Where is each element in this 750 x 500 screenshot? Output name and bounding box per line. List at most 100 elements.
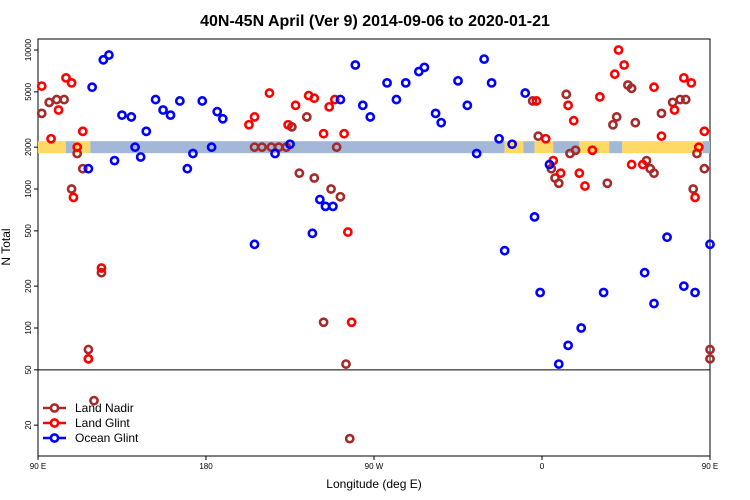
band-segment-land <box>622 141 703 154</box>
point-land-nadir <box>77 163 88 174</box>
point-ocean-glint <box>249 239 260 250</box>
x-axis-label: Longitude (deg E) <box>326 477 421 491</box>
point-land-glint <box>66 77 77 88</box>
x-tick-label: 90 W <box>365 462 384 471</box>
point-ocean-glint <box>520 88 531 98</box>
point-land-nadir <box>36 108 47 119</box>
x-tick-label: 180 <box>199 462 213 471</box>
legend-label: Land Glint <box>75 416 130 430</box>
point-ocean-glint <box>130 142 140 153</box>
point-land-glint <box>619 60 630 70</box>
point-ocean-glint <box>182 163 193 174</box>
point-ocean-glint <box>705 239 715 250</box>
point-land-nadir <box>561 89 572 100</box>
point-land-glint <box>690 192 700 203</box>
point-land-nadir <box>257 142 267 153</box>
point-land-glint <box>77 126 88 137</box>
point-land-glint <box>318 128 329 139</box>
point-land-nadir <box>344 433 355 444</box>
point-land-nadir <box>705 353 715 364</box>
point-land-glint <box>244 119 254 130</box>
point-ocean-glint <box>335 94 346 105</box>
point-ocean-glint <box>98 54 109 65</box>
x-tick-label: 0 <box>540 462 545 471</box>
point-ocean-glint <box>486 77 497 88</box>
legend-item-ocean-glint: Ocean Glint <box>43 431 139 445</box>
point-ocean-glint <box>206 142 217 153</box>
point-ocean-glint <box>270 148 280 159</box>
band-segment-land <box>38 141 66 154</box>
point-ocean-glint <box>117 110 127 121</box>
point-ocean-glint <box>544 159 555 170</box>
point-ocean-glint <box>649 298 659 309</box>
point-land-glint <box>678 72 689 83</box>
x-tick-label: 90 E <box>30 462 46 471</box>
y-tick-label: 2000 <box>24 138 33 156</box>
point-ocean-glint <box>83 163 94 174</box>
point-land-glint <box>283 119 294 130</box>
point-land-nadir <box>553 178 564 189</box>
point-land-nadir <box>608 119 618 130</box>
point-land-nadir <box>680 94 691 105</box>
point-land-glint <box>72 142 83 153</box>
point-land-nadir <box>675 94 686 105</box>
point-land-glint <box>249 112 260 122</box>
point-land-glint <box>83 353 94 364</box>
point-ocean-glint <box>471 148 482 159</box>
point-land-nadir <box>656 108 667 119</box>
y-tick-label: 20 <box>24 420 33 429</box>
series-land-glint <box>36 45 710 364</box>
point-land-glint <box>46 133 56 144</box>
band-segment-ocean <box>523 141 535 154</box>
point-ocean-glint <box>188 148 198 159</box>
point-ocean-glint <box>529 211 540 222</box>
point-ocean-glint <box>217 113 228 124</box>
point-land-nadir <box>294 168 305 179</box>
point-land-nadir <box>326 184 336 194</box>
legend-marker <box>49 418 60 428</box>
point-ocean-glint <box>165 110 176 121</box>
point-ocean-glint <box>576 323 587 333</box>
point-land-nadir <box>611 112 622 122</box>
point-land-nadir <box>527 96 538 106</box>
point-land-nadir <box>705 344 715 355</box>
point-ocean-glint <box>400 77 411 88</box>
point-ocean-glint <box>314 194 325 205</box>
point-land-glint <box>324 101 335 112</box>
point-land-glint <box>686 77 697 88</box>
point-ocean-glint <box>87 82 98 93</box>
legend-label: Ocean Glint <box>75 431 139 445</box>
point-land-glint <box>346 317 357 328</box>
point-ocean-glint <box>598 287 609 298</box>
point-ocean-glint <box>212 106 223 117</box>
point-land-glint <box>609 69 620 80</box>
point-land-glint <box>309 93 320 104</box>
band-segment-land <box>534 141 554 154</box>
point-ocean-glint <box>174 96 185 106</box>
point-ocean-glint <box>126 112 137 122</box>
point-land-nadir <box>44 97 55 108</box>
point-land-nadir <box>688 184 699 194</box>
series-ocean-glint <box>83 50 715 369</box>
point-ocean-glint <box>430 108 441 119</box>
band-segment-ocean <box>66 141 76 154</box>
point-ocean-glint <box>436 117 447 128</box>
point-land-nadir <box>335 191 346 202</box>
point-ocean-glint <box>285 139 295 150</box>
point-ocean-glint <box>639 267 650 278</box>
point-ocean-glint <box>391 94 402 105</box>
point-land-nadir <box>602 178 613 189</box>
point-ocean-glint <box>104 50 114 60</box>
point-land-glint <box>540 133 551 144</box>
point-ocean-glint <box>320 201 331 212</box>
point-land-glint <box>53 105 64 115</box>
band-segment-ocean <box>609 141 623 154</box>
point-ocean-glint <box>507 139 518 150</box>
point-ocean-glint <box>479 54 490 65</box>
band-layer <box>38 141 710 154</box>
point-land-nadir <box>66 184 77 194</box>
legend-marker <box>49 403 60 413</box>
point-land-glint <box>594 91 605 102</box>
legend-label: Land Nadir <box>75 401 134 415</box>
point-land-glint <box>68 192 79 203</box>
